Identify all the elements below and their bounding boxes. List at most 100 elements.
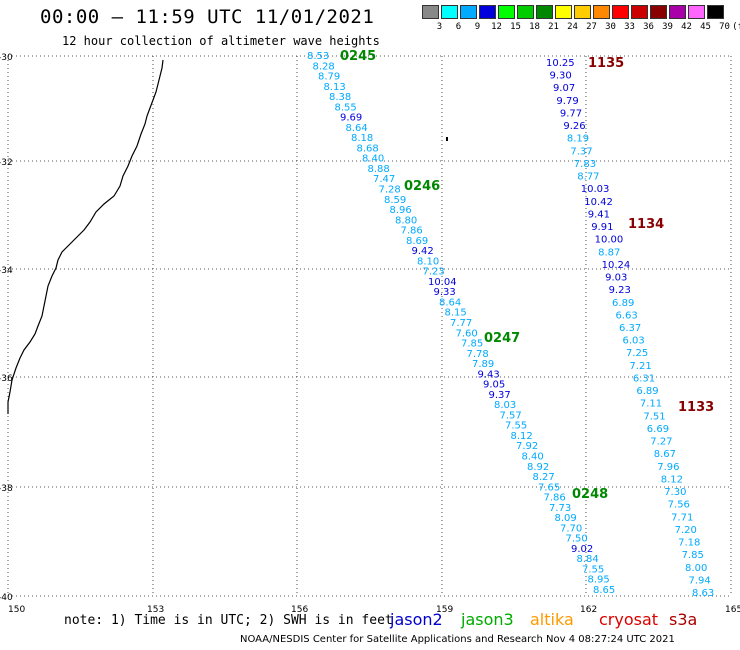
colorbar-swatch [498, 5, 515, 19]
jason3-swh-value: 7.23 [423, 267, 445, 278]
colorbar-label: 42 [681, 22, 692, 32]
cryosat-swh-value: 6.69 [647, 424, 669, 435]
lon-tick-label: 153 [147, 605, 164, 615]
cryosat-swh-value: 7.96 [657, 462, 679, 473]
legend-s3a: s3a [669, 610, 698, 629]
cryosat-swh-value: 7.30 [664, 487, 686, 498]
cryosat-swh-value: 9.23 [609, 285, 631, 296]
jason3-swh-value: 9.33 [434, 287, 456, 298]
colorbar-swatch [422, 5, 439, 19]
jason3-swh-value: 7.85 [461, 339, 483, 350]
note-text: note: 1) Time is in UTC; 2) SWH is in fe… [64, 613, 393, 628]
cryosat-swh-value: 6.03 [622, 336, 644, 347]
jason3-swh-value: 7.86 [401, 226, 423, 237]
jason3-swh-value: 7.50 [566, 534, 588, 545]
colorbar-label: 18 [529, 22, 540, 32]
cryosat-swh-value: 8.63 [692, 588, 714, 599]
jason3-swh-value: 8.40 [362, 154, 384, 165]
jason3-swh-value: 8.18 [351, 133, 373, 144]
colorbar-swatch [688, 5, 705, 19]
lon-tick-label: 162 [580, 605, 597, 615]
lon-tick-label: 165 [725, 605, 740, 615]
cryosat-swh-value: 9.41 [588, 209, 610, 220]
colorbar-swatch [593, 5, 610, 19]
pass-id-label: 0248 [572, 487, 608, 502]
cryosat-swh-value: 6.89 [636, 386, 658, 397]
cryosat-swh-value: 8.67 [654, 449, 676, 460]
jason3-swh-value: 8.27 [533, 472, 555, 483]
jason3-swh-value: 8.53 [307, 51, 329, 62]
colorbar-label: 3 [436, 22, 443, 32]
colorbar-swatch [574, 5, 591, 19]
cryosat-swh-value: 10.24 [602, 260, 631, 271]
cryosat-swh-value: 7.85 [682, 550, 704, 561]
jason3-swh-value: 7.65 [538, 482, 560, 493]
jason3-swh-value: 7.86 [544, 493, 566, 504]
jason3-swh-value: 8.96 [390, 205, 412, 216]
lat-tick-label: -30 [0, 53, 13, 63]
cryosat-swh-value: 6.31 [633, 373, 655, 384]
colorbar-label: 30 [605, 22, 616, 32]
lat-tick-label: -36 [0, 374, 13, 384]
cryosat-swh-value: 7.27 [650, 437, 672, 448]
jason3-swh-value: 9.42 [412, 246, 434, 257]
colorbar-swatch [517, 5, 534, 19]
cryosat-swh-value: 8.19 [567, 134, 589, 145]
jason3-swh-value: 7.47 [373, 174, 395, 185]
cryosat-swh-value: 9.91 [591, 222, 613, 233]
cryosat-swh-value: 8.77 [577, 172, 599, 183]
map-title: 00:00 – 11:59 UTC 11/01/2021 [40, 6, 375, 28]
jason3-swh-value: 8.92 [527, 462, 549, 473]
legend-jason2: jason2 [390, 610, 443, 629]
jason3-swh-value: 8.65 [593, 585, 615, 596]
jason3-swh-value: 7.60 [456, 328, 478, 339]
jason3-swh-value: 10.04 [428, 277, 457, 288]
cryosat-swh-value: 6.89 [612, 298, 634, 309]
cryosat-swh-value: 7.71 [671, 512, 693, 523]
colorbar-label: 36 [643, 22, 654, 32]
jason3-swh-value: 8.40 [522, 452, 544, 463]
coastline [7, 59, 448, 414]
jason3-swh-value: 8.38 [329, 92, 351, 103]
map-subtitle: 12 hour collection of altimeter wave hei… [62, 34, 380, 48]
jason3-swh-value: 7.55 [505, 421, 527, 432]
jason3-swh-value: 9.43 [478, 369, 500, 380]
jason3-swh-value: 8.64 [346, 123, 368, 134]
cryosat-swh-value: 6.37 [619, 323, 641, 334]
cryosat-swh-value: 8.87 [598, 247, 620, 258]
cryosat-swh-value: 7.37 [570, 146, 592, 157]
colorbar-label: 9 [474, 22, 481, 32]
lat-tick-label: -38 [0, 484, 13, 494]
colorbar-label: 24 [567, 22, 578, 32]
jason3-swh-value: 9.69 [340, 113, 362, 124]
cryosat-swh-value: 10.00 [595, 235, 624, 246]
jason3-swh-value: 8.88 [368, 164, 390, 175]
jason3-swh-value: 8.10 [417, 256, 439, 267]
colorbar-label: 33 [624, 22, 635, 32]
colorbar-swatch [631, 5, 648, 19]
cryosat-swh-value: 10.42 [584, 197, 613, 208]
jason3-swh-value: 7.77 [450, 318, 472, 329]
cryosat-swh-value: 7.20 [675, 525, 697, 536]
jason3-swh-value: 9.02 [571, 544, 593, 555]
colorbar-swatch [441, 5, 458, 19]
colorbar-swatch [479, 5, 496, 19]
pass-id-label: 1135 [588, 56, 624, 71]
cryosat-swh-value: 10.03 [581, 184, 610, 195]
jason3-swh-value: 7.92 [516, 441, 538, 452]
cryosat-swh-value: 9.26 [563, 121, 585, 132]
colorbar-label: 70 [719, 22, 730, 32]
pass-id-label: 0245 [340, 49, 376, 64]
jason3-swh-value: 8.64 [439, 297, 461, 308]
cryosat-swh-value: 7.83 [574, 159, 596, 170]
jason3-swh-value: 9.05 [483, 380, 505, 391]
jason3-swh-value: 8.28 [313, 61, 335, 72]
jason3-swh-value: 8.68 [357, 143, 379, 154]
jason3-swh-value: 7.57 [500, 410, 522, 421]
jason3-swh-value: 8.59 [384, 195, 406, 206]
pass-id-label: 0247 [484, 331, 520, 346]
jason3-swh-value: 8.09 [555, 513, 577, 524]
jason3-swh-value: 7.89 [472, 359, 494, 370]
jason3-swh-value: 7.78 [467, 349, 489, 360]
